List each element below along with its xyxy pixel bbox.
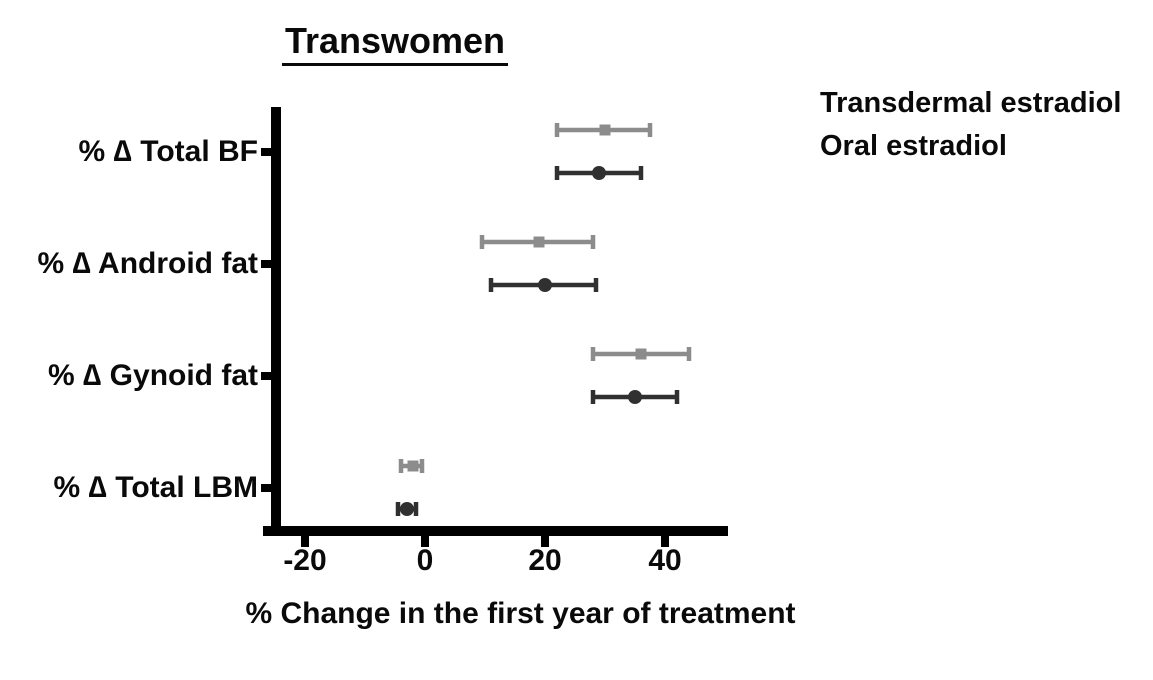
- data-point-circle: [592, 166, 606, 180]
- x-tick-label: 20: [528, 544, 562, 577]
- x-tick-label: 40: [648, 544, 682, 577]
- x-tick-label: 0: [416, 544, 434, 577]
- legend-item-oral-estradiol: Oral estradiol: [784, 128, 1121, 164]
- data-point-circle: [400, 502, 414, 516]
- data-point-circle: [628, 390, 642, 404]
- category-label: % ∆ Gynoid fat: [47, 359, 258, 392]
- legend-label-oral: Oral estradiol: [820, 129, 1007, 162]
- legend-label-transdermal: Transdermal estradiol: [820, 86, 1122, 119]
- category-label: % ∆ Android fat: [37, 247, 258, 280]
- legend-item-transdermal-estradiol: Transdermal estradiol: [784, 85, 1121, 121]
- square-marker-icon: [786, 141, 797, 152]
- x-tick-label: -20: [283, 544, 327, 577]
- circle-marker-icon: [784, 96, 798, 110]
- chart-title-text: Transwomen: [281, 20, 509, 66]
- data-point-square: [407, 460, 419, 472]
- data-point-square: [599, 124, 611, 136]
- legend: Transdermal estradiol Oral estradiol: [784, 85, 1121, 171]
- category-label: % ∆ Total LBM: [53, 471, 258, 504]
- x-axis-label: % Change in the first year of treatment: [245, 597, 796, 630]
- chart-title: Transwomen: [230, 20, 560, 66]
- data-point-circle: [538, 278, 552, 292]
- category-label: % ∆ Total BF: [78, 135, 258, 168]
- data-point-square: [635, 348, 647, 360]
- data-point-square: [533, 236, 545, 248]
